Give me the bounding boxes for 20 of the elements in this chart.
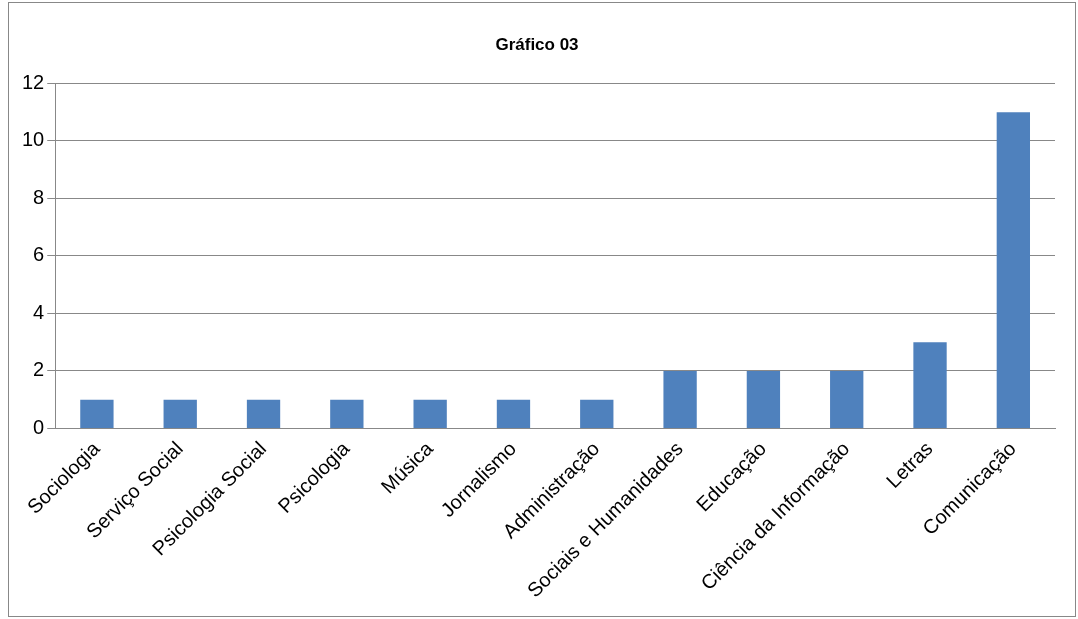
- chart-title: Gráfico 03: [495, 34, 579, 54]
- bar: [163, 399, 197, 428]
- y-tick-label: 6: [33, 243, 45, 266]
- y-tick-label: 4: [33, 300, 45, 323]
- bar: [913, 342, 947, 428]
- y-tick-label: 10: [22, 128, 45, 151]
- bar: [413, 399, 447, 428]
- bar: [80, 399, 114, 428]
- y-tick-label: 12: [22, 70, 45, 93]
- y-tick-label: 8: [33, 185, 45, 208]
- bar: [580, 399, 614, 428]
- y-tick-label: 2: [33, 358, 45, 381]
- bar: [996, 112, 1031, 428]
- bar: [496, 399, 531, 428]
- bar: [330, 399, 364, 428]
- bar: [663, 370, 697, 428]
- bar: [746, 370, 781, 428]
- bar: [246, 399, 281, 428]
- bar: [830, 370, 864, 428]
- y-tick-label: 0: [33, 415, 45, 438]
